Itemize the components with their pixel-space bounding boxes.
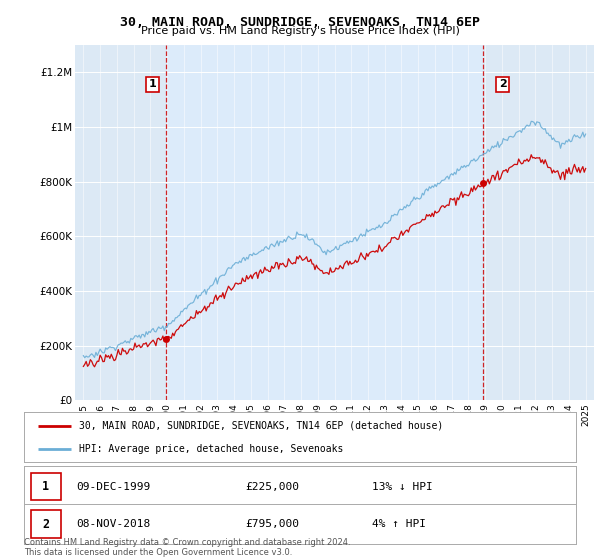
Text: 1: 1 (42, 480, 49, 493)
Text: Price paid vs. HM Land Registry's House Price Index (HPI): Price paid vs. HM Land Registry's House … (140, 26, 460, 36)
Bar (166, 45, 482, 400)
Text: 4% ↑ HPI: 4% ↑ HPI (372, 519, 426, 529)
Text: 13% ↓ HPI: 13% ↓ HPI (372, 482, 433, 492)
FancyBboxPatch shape (31, 473, 61, 500)
Text: HPI: Average price, detached house, Sevenoaks: HPI: Average price, detached house, Seve… (79, 445, 344, 454)
Text: 1: 1 (148, 80, 156, 90)
Text: 09-DEC-1999: 09-DEC-1999 (76, 482, 151, 492)
Text: 2: 2 (42, 517, 49, 531)
Text: 08-NOV-2018: 08-NOV-2018 (76, 519, 151, 529)
Text: £225,000: £225,000 (245, 482, 299, 492)
Text: £795,000: £795,000 (245, 519, 299, 529)
Text: 30, MAIN ROAD, SUNDRIDGE, SEVENOAKS, TN14 6EP (detached house): 30, MAIN ROAD, SUNDRIDGE, SEVENOAKS, TN1… (79, 421, 443, 431)
FancyBboxPatch shape (31, 511, 61, 538)
Text: 2: 2 (499, 80, 506, 90)
Text: Contains HM Land Registry data © Crown copyright and database right 2024.
This d: Contains HM Land Registry data © Crown c… (24, 538, 350, 557)
Text: 30, MAIN ROAD, SUNDRIDGE, SEVENOAKS, TN14 6EP: 30, MAIN ROAD, SUNDRIDGE, SEVENOAKS, TN1… (120, 16, 480, 29)
